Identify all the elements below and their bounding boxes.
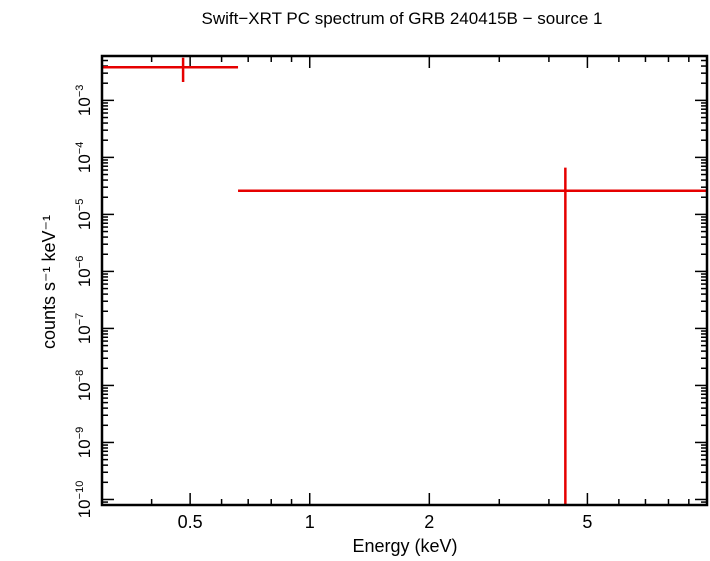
y-tick-label-text: 10−4 [74, 142, 94, 173]
y-tick-label-base: 10 [75, 97, 94, 116]
x-tick-label: 0.5 [178, 512, 203, 532]
y-tick-label-exponent: −10 [74, 481, 86, 500]
y-tick-label-base: 10 [75, 439, 94, 458]
y-tick-label: 10−7 [74, 313, 94, 344]
y-tick-label: 10−4 [74, 142, 94, 173]
y-tick-label: 10−10 [74, 481, 94, 519]
y-tick-label-text: 10−6 [74, 256, 94, 287]
y-tick-label: 10−5 [74, 199, 94, 230]
y-tick-label-exponent: −9 [74, 427, 86, 440]
plot-frame [100, 54, 709, 507]
y-tick-label: 10−3 [74, 85, 94, 116]
y-tick-label-text: 10−10 [74, 481, 94, 519]
y-tick-label-base: 10 [75, 325, 94, 344]
y-tick-label: 10−8 [74, 370, 94, 401]
y-tick-label-text: 10−9 [74, 427, 94, 458]
y-tick-label-base: 10 [75, 211, 94, 230]
y-tick-label-exponent: −3 [74, 85, 86, 98]
y-tick-label-base: 10 [75, 499, 94, 518]
chart-title: Swift−XRT PC spectrum of GRB 240415B − s… [202, 9, 603, 28]
y-tick-label-text: 10−5 [74, 199, 94, 230]
data-points [102, 57, 707, 505]
x-axis-label: Energy (keV) [352, 536, 457, 556]
y-tick-label-text: 10−7 [74, 313, 94, 344]
y-tick-label-exponent: −8 [74, 370, 86, 383]
y-tick-label: 10−6 [74, 256, 94, 287]
y-tick-label-text: 10−8 [74, 370, 94, 401]
y-tick-label: 10−9 [74, 427, 94, 458]
y-tick-label-base: 10 [75, 382, 94, 401]
y-tick-label-exponent: −7 [74, 313, 86, 326]
x-tick-label: 5 [582, 512, 592, 532]
y-tick-label-exponent: −5 [74, 199, 86, 212]
y-tick-label-exponent: −6 [74, 256, 86, 269]
axis-ticks [101, 55, 708, 506]
y-tick-label-text: 10−3 [74, 85, 94, 116]
y-tick-label-exponent: −4 [74, 142, 86, 155]
y-tick-label-base: 10 [75, 268, 94, 287]
x-tick-label: 2 [424, 512, 434, 532]
y-axis-label: counts s⁻¹ keV⁻¹ [39, 215, 59, 349]
x-tick-label: 1 [305, 512, 315, 532]
y-tick-label-base: 10 [75, 154, 94, 173]
